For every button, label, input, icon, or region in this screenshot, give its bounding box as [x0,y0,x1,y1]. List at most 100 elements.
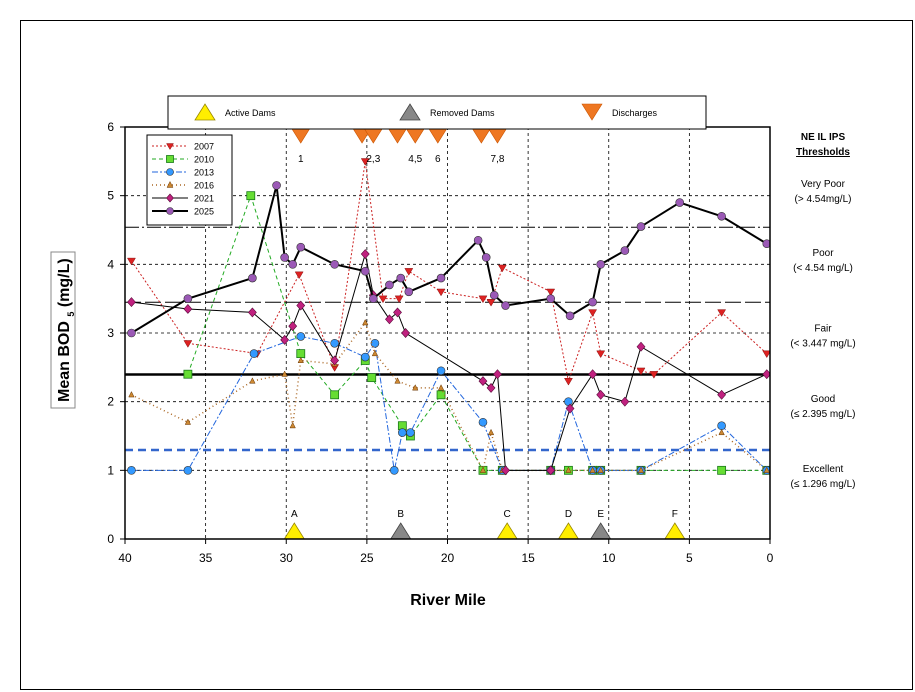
data-point-2025 [717,211,726,221]
data-point-2021 [280,334,290,345]
dam-label: B [397,509,404,520]
y-axis-title-subscript: 5 [66,312,76,317]
data-point-2013 [183,466,193,475]
dam-label: E [597,509,604,520]
data-point-2007 [636,367,646,376]
top-legend-box [167,95,707,130]
data-point-2007 [404,268,414,276]
y-tick-label: 4 [107,257,114,271]
data-point-2013 [436,366,446,376]
y-tick-label: 1 [107,463,114,477]
data-point-2007 [546,288,556,297]
series-layer [127,158,770,476]
threshold-value: (< 4.54 mg/L) [793,263,853,274]
threshold-category: Fair [814,323,832,334]
data-point-2025 [369,294,378,303]
data-point-2007 [649,371,659,379]
x-tick-label: 0 [767,551,774,565]
data-point-2025 [620,246,630,255]
x-tick-label: 30 [280,551,294,565]
legend-marker-2025 [166,207,174,215]
x-axis-ticks: 40 35 30 25 20 15 10 5 0 [118,539,774,565]
top-legend-label: Active Dams [225,108,276,118]
data-point-2021 [588,369,598,380]
dam-marker-active [664,522,686,540]
legend-label: 2010 [194,155,214,165]
data-point-2007 [717,309,727,317]
data-point-2025 [183,294,193,303]
threshold-value: (≤ 1.296 mg/L) [791,479,856,490]
svg-text:Mean BOD 5 (mg/L): Mean BOD 5 (mg/L) [56,258,78,402]
threshold-value: (≤ 2.395 mg/L) [791,409,856,420]
y-tick-label: 3 [107,326,114,340]
data-point-2010 [183,369,193,379]
dam-marker-removed [390,522,412,540]
y-axis-title-group: Mean BOD 5 (mg/L) [50,251,78,409]
dam-marker-active [283,522,306,540]
data-point-2021 [486,382,496,393]
threshold-category: Poor [812,248,834,259]
data-point-2025 [396,273,406,283]
data-point-2016 [589,466,596,473]
y-tick-label: 2 [107,395,114,409]
data-point-2010 [246,191,256,201]
data-point-2007 [360,158,370,166]
data-point-2025 [636,222,646,231]
data-point-2025 [588,297,597,307]
data-point-2007 [436,288,446,297]
data-point-2007 [294,271,304,280]
threshold-value: (< 3.447 mg/L) [790,338,855,349]
data-point-2016 [249,377,256,384]
data-point-2021 [393,307,402,318]
y-axis-ticks: 0 1 2 3 4 5 6 [107,120,125,546]
data-point-2021 [493,369,502,380]
legend-marker-2021 [166,193,174,203]
data-point-2016 [565,466,572,473]
discharge-label: 7,8 [491,154,505,165]
data-point-2016 [362,318,369,326]
data-point-2025 [565,311,575,321]
data-point-2013 [370,338,380,348]
legend-label: 2016 [194,181,214,191]
y-tick-label: 0 [107,532,114,546]
data-point-2016 [437,384,445,391]
legend-label: 2007 [194,142,214,152]
series-line-2016 [131,321,768,473]
threshold-category: Very Poor [801,179,846,190]
data-point-2016 [371,349,379,357]
data-point-2016 [289,421,296,429]
data-point-2010 [717,465,727,475]
data-point-2013 [478,417,488,427]
data-point-2016 [637,466,645,473]
legend-removed-dam-icon [399,103,421,121]
data-point-2021 [636,341,646,352]
discharge-markers: 1 2,3 4,5 6 7,8 [290,126,509,165]
data-point-2016 [128,391,135,398]
data-point-2016 [412,384,419,391]
data-point-2016 [597,466,604,473]
data-point-2013 [127,466,136,475]
series-line-2007 [131,161,768,383]
data-point-2021 [565,403,575,414]
dam-label: D [565,509,572,520]
data-point-2025 [436,273,446,283]
series-legend-box [146,134,233,226]
top-legend: Active Dams Removed Dams Discharges [194,103,658,121]
data-point-2025 [272,181,281,190]
data-point-2025 [501,301,510,310]
data-point-2013 [406,428,415,437]
data-point-2013 [330,338,339,348]
x-tick-label: 25 [360,551,374,565]
legend-active-dam-icon [194,103,216,121]
data-point-2025 [296,242,306,252]
data-point-2016 [763,466,770,473]
data-point-2007 [478,295,488,304]
threshold-lines [125,226,770,452]
data-point-2021 [296,300,306,311]
legend-marker-2010 [166,155,174,163]
data-point-2021 [127,297,136,308]
data-point-2007 [596,350,606,359]
legend-marker-2013 [166,168,174,176]
dam-label: F [672,509,678,520]
